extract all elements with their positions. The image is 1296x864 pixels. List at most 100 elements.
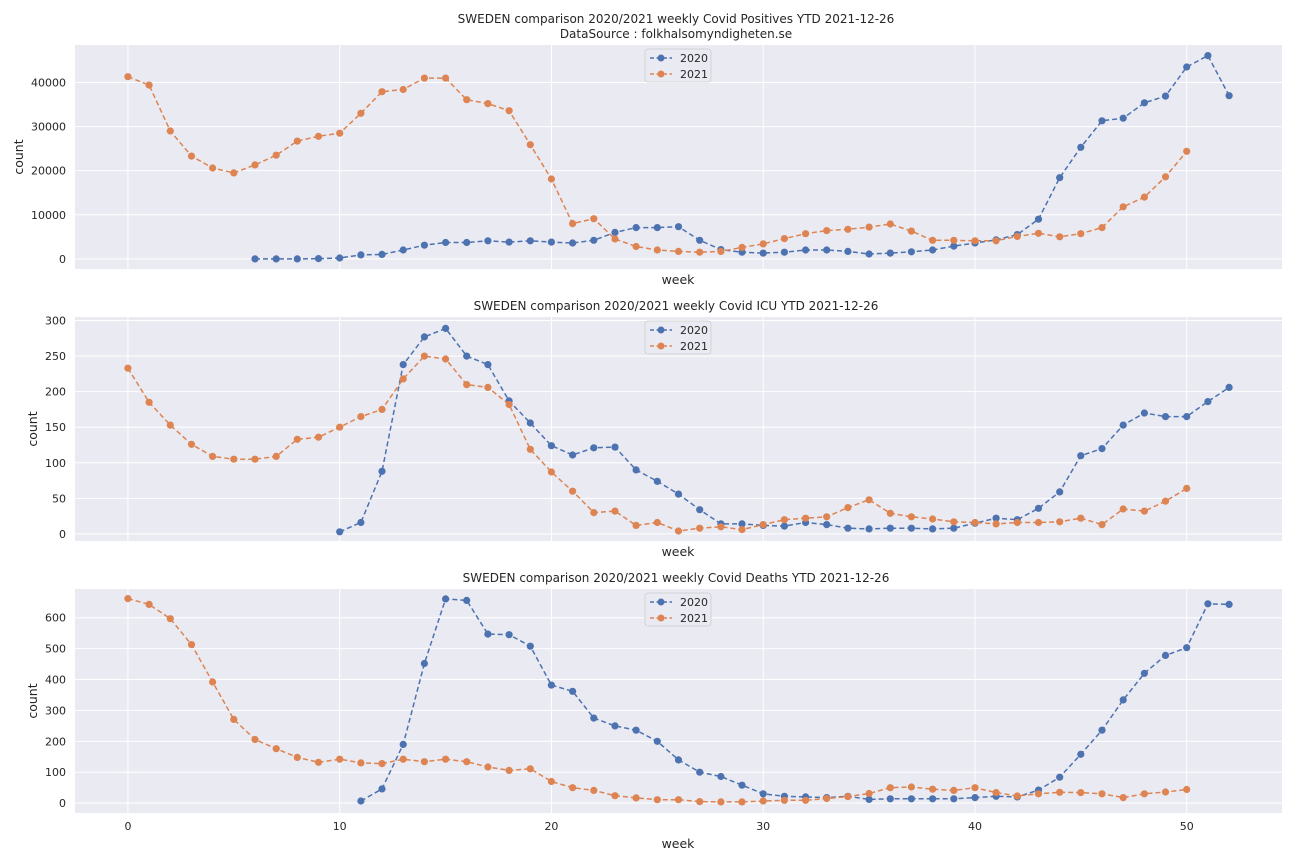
data-point-2021: [971, 518, 979, 527]
chart-title: SWEDEN comparison 2020/2021 weekly Covid…: [474, 299, 879, 313]
grid: [75, 45, 1282, 269]
x-tick-label: 20: [544, 820, 558, 833]
x-tick-label: 40: [968, 820, 982, 833]
data-point-2020: [463, 238, 471, 247]
data-point-2020: [738, 520, 746, 528]
data-point-2021: [780, 516, 789, 524]
data-point-2021: [1140, 507, 1148, 515]
data-point-2020: [420, 333, 428, 341]
data-point-2021: [442, 755, 450, 763]
data-point-2020: [696, 768, 704, 776]
data-point-2020: [844, 247, 852, 255]
data-point-2020: [336, 254, 344, 262]
data-point-2020: [674, 223, 683, 231]
data-point-2021: [166, 615, 174, 623]
data-point-2021: [1013, 518, 1021, 527]
legend-label-2021: 2021: [680, 612, 708, 625]
data-point-2020: [1161, 92, 1170, 100]
data-point-2021: [1183, 785, 1191, 794]
data-point-2021: [590, 508, 598, 517]
data-point-2020: [526, 419, 534, 427]
data-point-2020: [653, 477, 661, 485]
x-axis-label: week: [662, 272, 696, 287]
data-point-2020: [1098, 445, 1106, 453]
data-point-2021: [886, 509, 894, 517]
data-point-2021: [590, 215, 598, 223]
data-point-2021: [929, 515, 937, 523]
data-point-2020: [696, 236, 704, 244]
data-point-2021: [823, 794, 831, 803]
series-layer: [124, 52, 1233, 263]
data-point-2020: [1140, 669, 1148, 677]
data-point-2021: [1119, 505, 1127, 513]
data-point-2021: [209, 678, 217, 686]
data-point-2021: [166, 127, 174, 135]
x-tick-labels: 0 10 20 30 40 50: [124, 820, 1193, 833]
x-tick-label: 30: [756, 820, 770, 833]
data-point-2020: [463, 352, 471, 360]
y-axis-label: count: [25, 411, 40, 446]
data-point-2021: [420, 352, 428, 360]
data-point-2021: [463, 96, 471, 104]
chart-title: SWEDEN comparison 2020/2021 weekly Covid…: [463, 571, 890, 585]
data-point-2021: [145, 398, 153, 406]
data-point-2020: [1204, 600, 1212, 608]
data-point-2021: [484, 383, 492, 391]
data-point-2021: [759, 797, 767, 805]
data-point-2021: [187, 641, 196, 649]
data-point-2020: [1183, 644, 1191, 652]
data-point-2021: [632, 521, 640, 530]
data-point-2020: [484, 361, 492, 369]
data-point-2020: [674, 490, 683, 498]
legend-marker-2021: [657, 342, 665, 350]
data-point-2020: [632, 466, 640, 474]
data-point-2020: [886, 795, 894, 803]
data-point-2020: [569, 451, 577, 459]
legend-marker-2021: [657, 70, 665, 78]
data-point-2021: [230, 169, 238, 177]
data-point-2021: [463, 381, 471, 389]
data-point-2021: [780, 235, 789, 243]
legend-label-2020: 2020: [680, 52, 708, 65]
y-axis-label: count: [25, 683, 40, 718]
grid: [75, 317, 1282, 541]
data-point-2021: [865, 223, 873, 231]
data-point-2020: [865, 525, 873, 533]
y-tick-label: 500: [45, 643, 66, 656]
data-point-2020: [1140, 409, 1148, 417]
data-point-2021: [336, 129, 344, 137]
data-point-2021: [886, 220, 894, 228]
grid: [75, 589, 1282, 813]
data-point-2020: [272, 255, 280, 263]
data-point-2020: [420, 241, 428, 249]
data-point-2020: [484, 237, 492, 245]
data-point-2020: [1034, 215, 1043, 223]
y-tick-label: 0: [59, 528, 66, 541]
data-point-2020: [929, 525, 937, 533]
data-point-2020: [1098, 117, 1106, 125]
data-point-2021: [802, 230, 810, 238]
data-point-2020: [950, 524, 958, 532]
data-point-2020: [780, 522, 789, 530]
y-axis-label: count: [11, 139, 26, 174]
y-tick-label: 200: [45, 386, 66, 399]
data-point-2020: [1183, 413, 1191, 421]
data-point-2021: [929, 236, 937, 244]
x-tick-label: 0: [124, 820, 131, 833]
data-point-2021: [145, 600, 153, 609]
data-point-2021: [505, 400, 513, 409]
data-point-2020: [886, 249, 894, 257]
data-point-2021: [1140, 193, 1148, 201]
data-point-2021: [674, 247, 683, 255]
data-point-2021: [738, 526, 746, 534]
data-point-2020: [632, 726, 640, 734]
y-tick-labels: 0 50 100 150 200 250 300: [45, 315, 66, 541]
data-point-2020: [907, 524, 916, 532]
data-point-2021: [738, 798, 746, 806]
data-point-2021: [209, 164, 217, 172]
data-point-2020: [399, 740, 407, 749]
data-point-2020: [611, 722, 619, 730]
data-point-2021: [463, 758, 471, 766]
data-point-2020: [1204, 52, 1212, 60]
y-tick-label: 0: [59, 797, 66, 810]
